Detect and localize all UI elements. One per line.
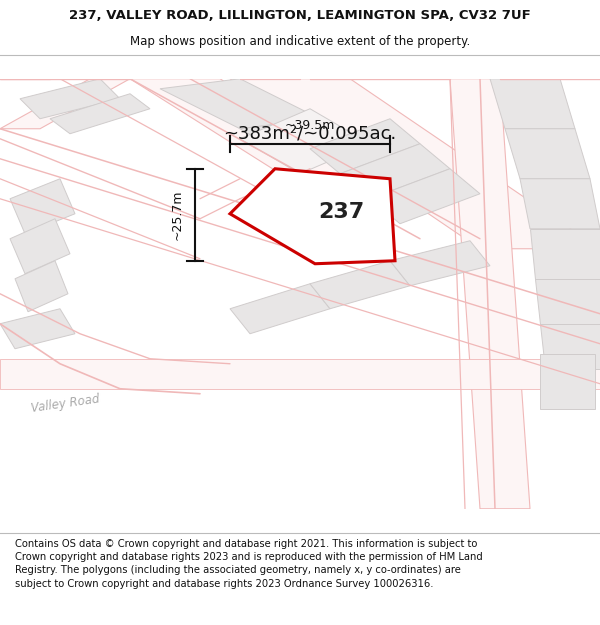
Polygon shape (20, 79, 120, 119)
Polygon shape (530, 229, 600, 279)
Polygon shape (520, 179, 600, 229)
Text: Map shows position and indicative extent of the property.: Map shows position and indicative extent… (130, 35, 470, 48)
Polygon shape (540, 324, 600, 369)
Text: 237, VALLEY ROAD, LILLINGTON, LEAMINGTON SPA, CV32 7UF: 237, VALLEY ROAD, LILLINGTON, LEAMINGTON… (69, 9, 531, 22)
Polygon shape (10, 219, 70, 274)
Polygon shape (490, 79, 575, 129)
Polygon shape (10, 179, 75, 234)
Polygon shape (370, 169, 480, 224)
Polygon shape (450, 79, 530, 509)
Polygon shape (340, 144, 450, 199)
Polygon shape (540, 354, 595, 409)
Polygon shape (15, 261, 68, 312)
Text: Valley Road: Valley Road (30, 392, 100, 415)
Text: ~383m²/~0.095ac.: ~383m²/~0.095ac. (223, 125, 397, 142)
Polygon shape (535, 279, 600, 324)
Polygon shape (240, 119, 380, 164)
Polygon shape (130, 79, 410, 199)
Polygon shape (0, 309, 75, 349)
Text: ~39.5m: ~39.5m (285, 119, 335, 132)
Text: Contains OS data © Crown copyright and database right 2021. This information is : Contains OS data © Crown copyright and d… (15, 539, 483, 589)
Text: ~25.7m: ~25.7m (170, 189, 184, 240)
Polygon shape (50, 94, 150, 134)
Polygon shape (230, 169, 395, 264)
Polygon shape (240, 109, 370, 174)
Polygon shape (0, 79, 130, 129)
Polygon shape (310, 261, 410, 309)
Polygon shape (160, 79, 320, 129)
Polygon shape (505, 129, 590, 179)
Polygon shape (0, 359, 600, 389)
Polygon shape (230, 284, 330, 334)
Polygon shape (230, 79, 600, 249)
Text: 237: 237 (318, 202, 364, 222)
Polygon shape (310, 119, 420, 174)
Polygon shape (390, 241, 490, 286)
